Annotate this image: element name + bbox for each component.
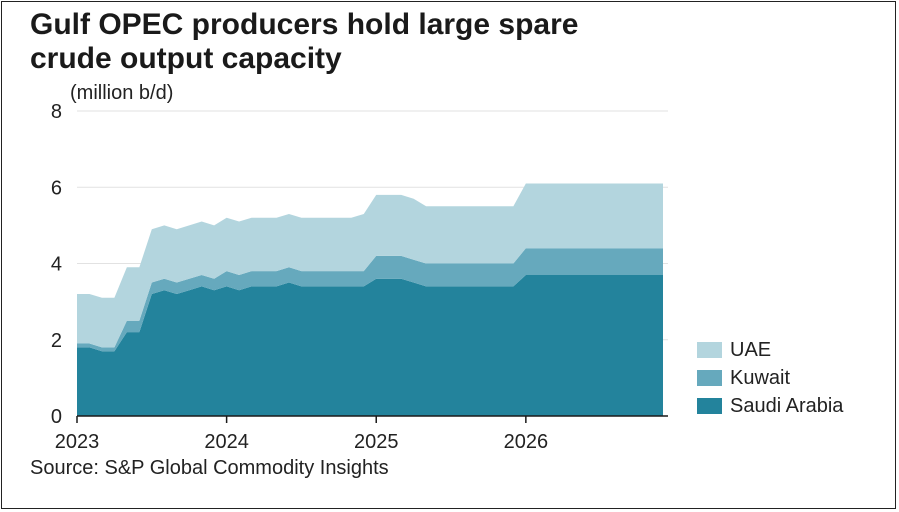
legend-swatch-uae — [697, 342, 722, 358]
x-tick-label-2026: 2026 — [504, 431, 549, 453]
legend-label-kuwait: Kuwait — [730, 366, 791, 389]
x-tick-label-2025: 2025 — [354, 431, 399, 453]
area-saudi-arabia — [77, 274, 663, 416]
y-tick-label-8: 8 — [51, 101, 62, 123]
area-uae — [77, 183, 663, 348]
title-line-1: Gulf OPEC producers hold large spare — [30, 8, 579, 41]
legend-swatch-kuwait — [697, 370, 722, 386]
legend: UAE Kuwait Saudi Arabia — [697, 336, 843, 420]
source-note: Source: S&P Global Commodity Insights — [30, 457, 389, 479]
legend-label-saudi-arabia: Saudi Arabia — [730, 394, 844, 417]
legend-label-uae: UAE — [730, 338, 772, 361]
y-tick-label-6: 6 — [51, 177, 62, 199]
legend-swatch-saudi-arabia — [697, 398, 722, 414]
title-line-2: crude output capacity — [30, 42, 342, 75]
x-tick-label-2023: 2023 — [55, 431, 100, 453]
y-tick-label-0: 0 — [51, 406, 62, 428]
y-tick-label-4: 4 — [51, 254, 62, 276]
unit-label: (million b/d) — [70, 82, 174, 104]
legend-item-saudi-arabia: Saudi Arabia — [697, 392, 843, 420]
chart-title: Gulf OPEC producers hold large spare cru… — [30, 8, 578, 76]
area-series — [77, 183, 663, 416]
legend-item-uae: UAE — [697, 336, 843, 364]
area-kuwait — [77, 248, 663, 352]
x-tick-label-2024: 2024 — [204, 431, 249, 453]
axes: 0 2 4 6 8 2023 2024 2025 2026 — [51, 101, 668, 453]
legend-item-kuwait: Kuwait — [697, 364, 843, 392]
y-tick-label-2: 2 — [51, 330, 62, 352]
